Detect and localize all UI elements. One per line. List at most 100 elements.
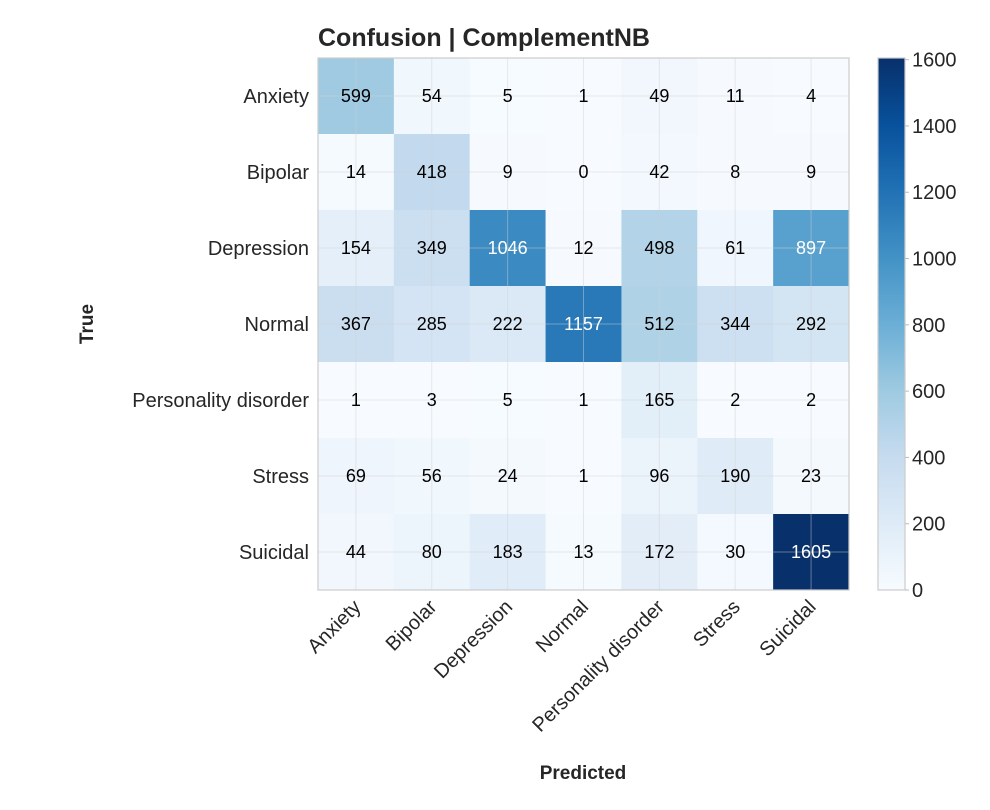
cell-value-label: 4 (806, 86, 816, 106)
cell-value-label: 1 (578, 390, 588, 410)
cell-value-label: 1046 (488, 238, 528, 258)
x-tick-label: Personality disorder (528, 596, 669, 737)
cell-value-label: 154 (341, 238, 371, 258)
cell-value-label: 24 (498, 466, 518, 486)
colorbar-tick-label: 1200 (912, 182, 957, 204)
y-tick-label: Depression (208, 238, 309, 260)
heatmap-cell (621, 134, 698, 211)
heatmap-cell (621, 514, 698, 591)
cell-value-label: 2 (806, 390, 816, 410)
cell-value-label: 96 (649, 466, 669, 486)
heatmap-cell (545, 438, 622, 515)
colorbar-tick-label: 1400 (912, 116, 957, 138)
heatmap-cell (697, 58, 774, 135)
cell-value-label: 80 (422, 542, 442, 562)
y-tick-labels: Anxiety Bipolar Depression Normal Personalit… (132, 86, 309, 564)
cell-value-label: 0 (578, 162, 588, 182)
x-tick-label: Anxiety (304, 596, 366, 658)
heatmap-grid (318, 58, 849, 590)
chart-title: Confusion | ComplementNB (318, 24, 650, 52)
heatmap-cell (697, 514, 774, 591)
heatmap-cell (773, 58, 850, 135)
heatmap-cell (773, 438, 850, 515)
y-tick-label: Normal (245, 314, 309, 336)
cell-value-label: 3 (427, 390, 437, 410)
cell-value-label: 23 (801, 466, 821, 486)
cell-value-label: 44 (346, 542, 366, 562)
cell-value-label: 5 (503, 390, 513, 410)
plot-frame (317, 57, 850, 591)
cell-value-label: 897 (796, 238, 826, 258)
heatmap-cell (318, 58, 395, 135)
cell-value-label: 349 (417, 238, 447, 258)
heatmap-cell (545, 134, 622, 211)
heatmap-cell (697, 210, 774, 287)
cell-value-label: 1157 (564, 314, 603, 334)
cell-value-label: 61 (725, 238, 745, 258)
heatmap-cell (393, 134, 471, 211)
heatmap-cell (545, 210, 622, 287)
cell-value-label: 512 (644, 314, 674, 334)
heatmap-cell (393, 438, 471, 515)
colorbar-tick-label: 200 (912, 514, 945, 536)
cell-value-label: 54 (422, 86, 442, 106)
cell-value-label: 42 (649, 162, 669, 182)
cell-value-label: 2 (730, 390, 740, 410)
heatmap-cell (621, 58, 698, 135)
cell-value-label: 165 (644, 390, 674, 410)
cell-value-label: 5 (503, 86, 513, 106)
heatmap-cell (545, 362, 622, 439)
cell-value-label: 12 (573, 238, 593, 258)
heatmap-cell (697, 134, 774, 211)
cell-value-label: 498 (644, 238, 674, 258)
heatmap-cell (469, 438, 547, 515)
cell-value-label: 190 (720, 466, 750, 486)
cell-value-label: 1 (578, 86, 588, 106)
heatmap-cell (318, 286, 395, 363)
cell-value-label: 292 (796, 314, 826, 334)
cell-value-label: 56 (422, 466, 442, 486)
cell-value-label: 1 (351, 390, 361, 410)
cell-value-label: 418 (417, 162, 447, 182)
heatmap-cell (393, 286, 471, 363)
cell-value-label: 30 (725, 542, 745, 562)
cell-value-label: 11 (726, 86, 745, 106)
y-tick-label: Suicidal (239, 542, 309, 564)
x-tick-label: Normal (532, 596, 593, 657)
x-tick-label: Depression (430, 596, 517, 683)
colorbar-tick-label: 1000 (912, 249, 957, 271)
heatmap-cell (318, 438, 395, 515)
colorbar-tick-label: 0 (912, 580, 923, 602)
colorbar-tick-labels: 0 200 400 600 800 1000 1200 1400 1600 (905, 50, 957, 602)
x-axis-label: Predicted (540, 763, 627, 784)
colorbar-tick-label: 600 (912, 381, 945, 403)
heatmap-cell (773, 134, 850, 211)
cell-value-label: 183 (493, 542, 523, 562)
colorbar (877, 57, 906, 591)
heatmap-cell (773, 286, 850, 363)
heatmap-cell (621, 286, 698, 363)
heatmap-cell (545, 58, 622, 135)
heatmap-cell (773, 362, 850, 439)
colorbar-tick-label: 400 (912, 447, 945, 469)
heatmap-cell (469, 286, 547, 363)
heatmap-cell (469, 58, 547, 135)
heatmap-cell (469, 362, 547, 439)
heatmap-cell (318, 514, 395, 591)
x-tick-label: Stress (689, 596, 745, 652)
cell-value-label: 14 (346, 162, 366, 182)
heatmap-cell (393, 514, 471, 591)
colorbar-tick-label: 1600 (912, 50, 957, 72)
cell-value-label: 172 (644, 542, 674, 562)
x-tick-label: Bipolar (382, 596, 442, 656)
heatmap-cell (469, 134, 547, 211)
y-tick-label: Bipolar (247, 162, 310, 184)
heatmap-cell (621, 210, 698, 287)
heatmap-cell (318, 362, 395, 439)
cell-value-label: 222 (493, 314, 523, 334)
cell-value-label: 49 (649, 86, 669, 106)
heatmap-cell (318, 134, 395, 211)
cell-value-label: 344 (720, 314, 750, 334)
